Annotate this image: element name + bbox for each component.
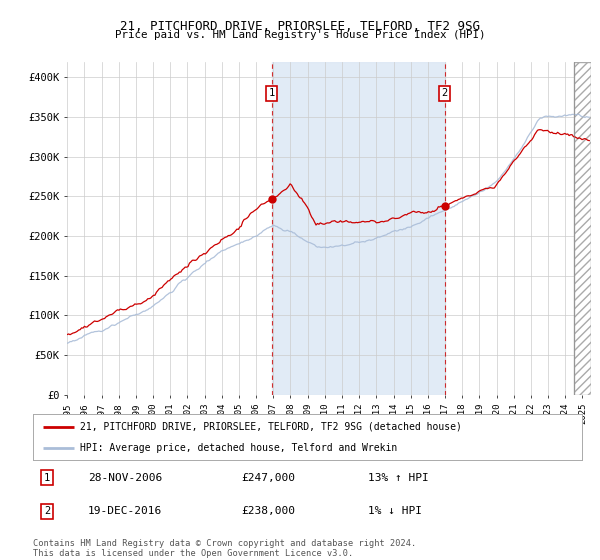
Text: HPI: Average price, detached house, Telford and Wrekin: HPI: Average price, detached house, Telf… (80, 443, 397, 453)
Text: 1: 1 (269, 88, 275, 98)
Text: 13% ↑ HPI: 13% ↑ HPI (368, 473, 428, 483)
Text: 28-NOV-2006: 28-NOV-2006 (88, 473, 162, 483)
Text: 2: 2 (442, 88, 448, 98)
Bar (574, 62, 591, 395)
Text: 19-DEC-2016: 19-DEC-2016 (88, 506, 162, 516)
Text: 21, PITCHFORD DRIVE, PRIORSLEE, TELFORD, TF2 9SG (detached house): 21, PITCHFORD DRIVE, PRIORSLEE, TELFORD,… (80, 422, 461, 432)
Text: 1: 1 (44, 473, 50, 483)
Text: 1% ↓ HPI: 1% ↓ HPI (368, 506, 422, 516)
Text: £247,000: £247,000 (242, 473, 296, 483)
Text: 21, PITCHFORD DRIVE, PRIORSLEE, TELFORD, TF2 9SG: 21, PITCHFORD DRIVE, PRIORSLEE, TELFORD,… (120, 20, 480, 32)
Text: Price paid vs. HM Land Registry's House Price Index (HPI): Price paid vs. HM Land Registry's House … (115, 30, 485, 40)
Text: £238,000: £238,000 (242, 506, 296, 516)
Bar (272, 62, 445, 395)
Text: Contains HM Land Registry data © Crown copyright and database right 2024.
This d: Contains HM Land Registry data © Crown c… (33, 539, 416, 558)
Text: 2: 2 (44, 506, 50, 516)
Bar (574, 62, 591, 395)
